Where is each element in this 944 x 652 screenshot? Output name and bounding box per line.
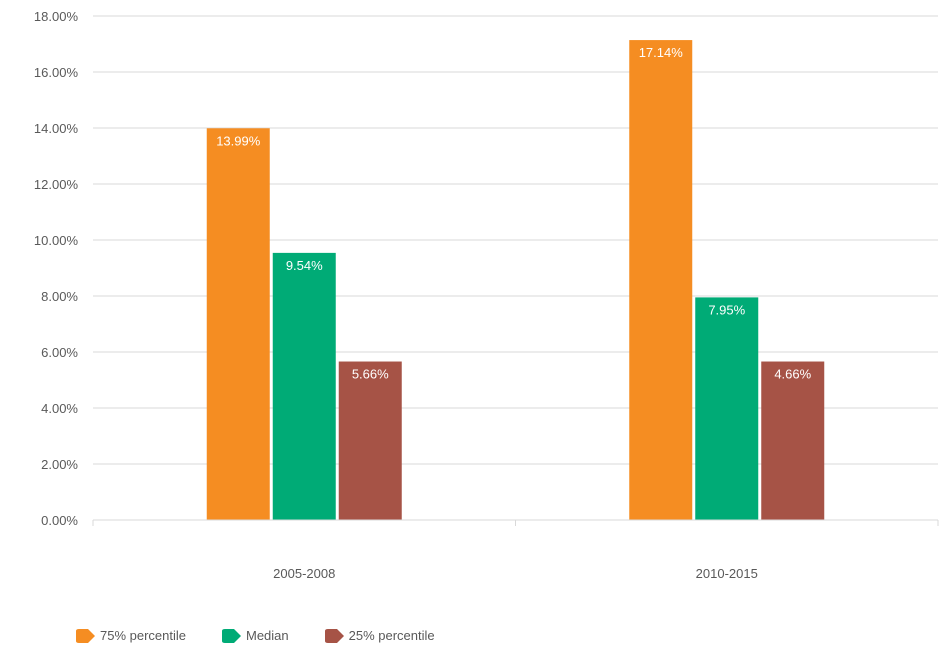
legend-item: Median [220, 628, 289, 643]
legend-item: 25% percentile [323, 628, 435, 643]
legend-swatch [220, 628, 242, 643]
legend: 75% percentile Median 25% percentile [74, 628, 469, 643]
bar [629, 40, 693, 521]
legend-label: 75% percentile [100, 628, 186, 643]
bar [206, 128, 270, 520]
bar [338, 361, 402, 520]
y-tick-label: 6.00% [41, 345, 78, 360]
y-tick-label: 0.00% [41, 513, 78, 528]
bars: 13.99% 9.54% 5.66% 17.14% 7.95% 4.66% [206, 40, 825, 521]
y-tick-label: 12.00% [34, 177, 79, 192]
bar [272, 252, 336, 520]
y-axis: 0.00% 2.00% 4.00% 6.00% 8.00% 10.00% 12.00% 14.… [34, 9, 79, 528]
data-label: 17.14% [639, 45, 684, 60]
x-axis: 2005-2008 2010-2015 [92, 519, 939, 581]
data-label: 9.54% [286, 258, 323, 273]
legend-item: 75% percentile [74, 628, 186, 643]
legend-swatch [323, 628, 345, 643]
y-tick-label: 4.00% [41, 401, 78, 416]
y-tick-label: 16.00% [34, 65, 79, 80]
bar [761, 361, 825, 520]
y-tick-label: 18.00% [34, 9, 79, 24]
data-label: 5.66% [352, 367, 389, 382]
y-tick-label: 10.00% [34, 233, 79, 248]
legend-label: 25% percentile [348, 628, 435, 643]
y-tick-label: 14.00% [34, 121, 79, 136]
legend-label: Median [246, 628, 289, 643]
x-tick-label: 2010-2015 [696, 566, 758, 581]
x-tick-label: 2005-2008 [273, 566, 335, 581]
y-tick-label: 8.00% [41, 289, 78, 304]
legend-swatch [74, 628, 96, 643]
data-label: 7.95% [708, 302, 745, 317]
bar-chart: 0.00% 2.00% 4.00% 6.00% 8.00% 10.00% 12.00% 14.… [34, 9, 939, 581]
data-label: 4.66% [774, 367, 811, 382]
data-label: 13.99% [216, 133, 261, 148]
bar [695, 297, 759, 520]
y-tick-label: 2.00% [41, 457, 78, 472]
